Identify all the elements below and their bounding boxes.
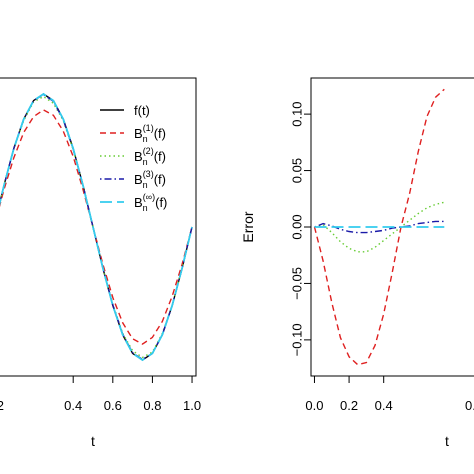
right-series-b-n-1-f [313,88,445,366]
right-y-axis-label: Error [240,211,256,242]
legend-label: Bn(∞)(f) [134,192,167,213]
legend-label: Bn(1)(f) [134,123,166,144]
left-x-tick-label: 0.4 [64,398,82,413]
legend-entry-b-n-f: Bn(∞)(f) [100,192,167,213]
left-series-group [0,92,193,362]
legend-entry-f-t: f(t) [100,103,150,118]
left-series-b-n-2-f [0,95,193,359]
left-x-axis-label: t [91,433,95,449]
right-x-tick-label: 0.0 [305,398,323,413]
legend-label: Bn(3)(f) [134,169,166,190]
right-y-tick-label: −0.05 [290,267,305,300]
right-x-axis-label: t [445,433,449,449]
right-x-axis: 0.0 0.2 0.4 0. [305,375,474,413]
legend-label: f(t) [134,103,150,118]
left-series-b-n-1-f [0,109,193,345]
right-x-tick-label: 0.4 [375,398,393,413]
left-x-tick-label: 0.6 [104,398,122,413]
right-x-tick-label-partial: 0. [465,398,474,413]
left-x-tick-label: 1.0 [183,398,201,413]
right-y-tick-label: −0.10 [290,323,305,356]
right-series-group [313,88,445,366]
right-y-tick-label: 0.10 [290,101,305,126]
left-chart: 0.4 0.6 0.8 1.0 2 t f(t) Bn(1)(f)Bn(2)(f)Bn(3… [0,77,201,449]
left-x-tick-label: 0.8 [143,398,161,413]
left-x-axis: 0.4 0.6 0.8 1.0 2 [0,375,201,413]
right-chart: 0.0 0.2 0.4 0. −0.10 −0.05 0.00 0.05 0.10 t Err… [240,77,474,449]
right-y-tick-label: 0.05 [290,158,305,183]
right-y-tick-label: 0.00 [290,214,305,239]
right-x-tick-label: 0.2 [340,398,358,413]
left-series-b-n-f [0,92,193,362]
legend-label: Bn(2)(f) [134,146,166,167]
right-series-b-n-2-f [314,201,445,253]
left-x-tick-label-partial: 2 [0,398,4,413]
legend-entry-b-n-2-f: Bn(2)(f) [100,146,166,167]
right-y-axis: −0.10 −0.05 0.00 0.05 0.10 [290,101,312,356]
legend-entry-b-n-3-f: Bn(3)(f) [100,169,166,190]
left-legend: f(t) Bn(1)(f)Bn(2)(f)Bn(3)(f)Bn(∞)(f) [100,103,167,213]
legend-entry-b-n-1-f: Bn(1)(f) [100,123,166,144]
